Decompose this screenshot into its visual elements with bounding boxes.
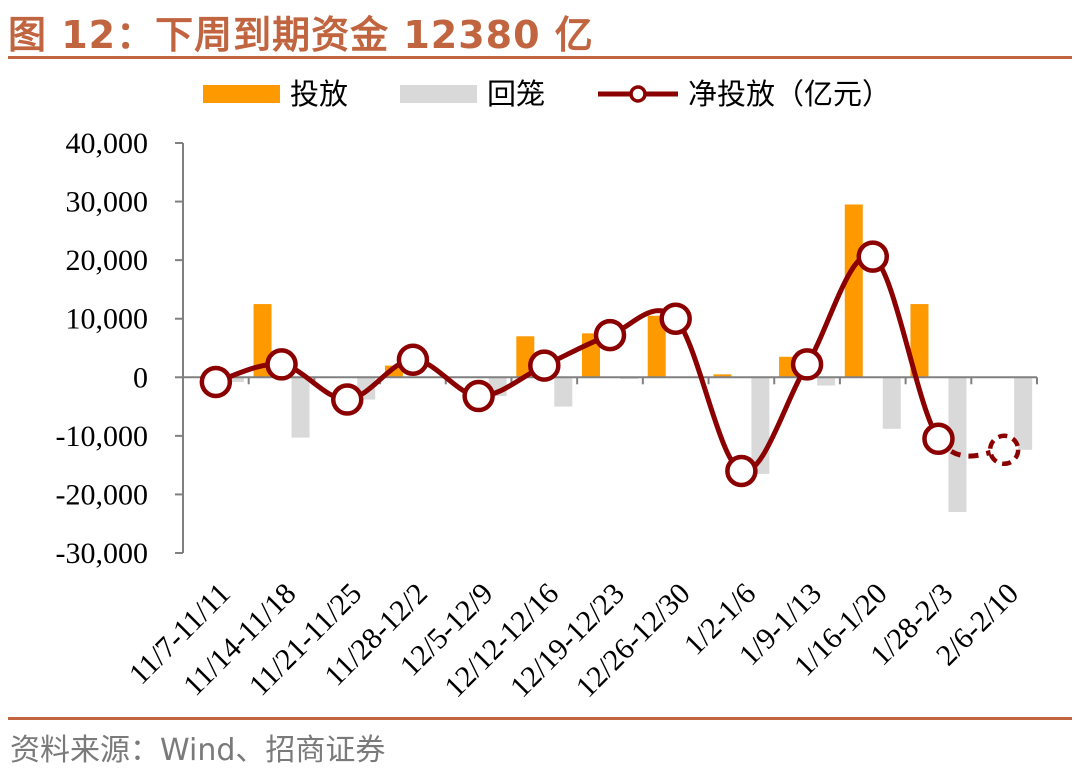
legend-net-label: 净投放（亿元） bbox=[688, 77, 891, 111]
injection-bar bbox=[647, 315, 666, 378]
withdrawal-bar bbox=[948, 377, 967, 512]
legend-injection-swatch bbox=[203, 85, 280, 103]
withdrawal-bar bbox=[225, 377, 244, 382]
y-axis-tick-label: 10,000 bbox=[66, 303, 149, 336]
net-injection-point bbox=[330, 383, 364, 416]
footer-rule bbox=[8, 717, 1072, 720]
y-axis-tick-label: 40,000 bbox=[66, 127, 149, 160]
legend-injection-label: 投放 bbox=[290, 77, 348, 111]
withdrawal-bar bbox=[291, 377, 310, 438]
y-axis-tick-label: 0 bbox=[133, 361, 148, 394]
withdrawal-bar bbox=[882, 377, 901, 429]
figure-title: 图 12：下周到期资金 12380 亿 bbox=[8, 13, 594, 57]
net-injection-point bbox=[659, 302, 692, 335]
legend-withdrawal-label: 回笼 bbox=[487, 77, 545, 111]
injection-bar bbox=[384, 365, 403, 378]
y-axis-tick-label: -10,000 bbox=[56, 420, 149, 453]
net-injection-point bbox=[462, 379, 495, 413]
withdrawal-bar bbox=[554, 377, 573, 407]
net-injection-forecast-line bbox=[936, 437, 1005, 459]
injection-bar bbox=[713, 374, 732, 378]
net-injection-point bbox=[725, 454, 758, 488]
net-injection-point bbox=[593, 318, 627, 352]
title-rule bbox=[8, 56, 1072, 59]
net-injection-point bbox=[790, 348, 824, 381]
legend: 投放 回笼 净投放（亿元） bbox=[203, 77, 891, 111]
legend-net-marker bbox=[629, 85, 647, 103]
injection-bar bbox=[844, 204, 863, 378]
net-injection-point bbox=[396, 343, 430, 376]
net-injection-forecast-point bbox=[987, 433, 1021, 467]
withdrawal-bar bbox=[817, 377, 836, 386]
chart: 投放 回笼 净投放（亿元） 40,000 30,000 20,000 10,000 0 -… bbox=[56, 77, 1038, 704]
y-axis-tick-label: 30,000 bbox=[66, 186, 149, 219]
net-injection-point bbox=[856, 240, 890, 273]
net-injection-point bbox=[922, 422, 955, 456]
net-injection-point bbox=[265, 348, 298, 381]
source-note: 资料来源：Wind、招商证券 bbox=[10, 733, 386, 768]
net-injection-point bbox=[528, 349, 561, 382]
y-axis-tick-label: -30,000 bbox=[56, 537, 149, 570]
legend-withdrawal-swatch bbox=[400, 85, 477, 103]
y-axis-tick-label: -20,000 bbox=[56, 478, 149, 511]
y-axis-tick-label: 20,000 bbox=[66, 244, 149, 277]
net-injection-point bbox=[199, 365, 233, 399]
injection-bar bbox=[910, 304, 929, 378]
withdrawal-bar bbox=[1014, 377, 1033, 450]
net-injection-line bbox=[215, 252, 941, 474]
